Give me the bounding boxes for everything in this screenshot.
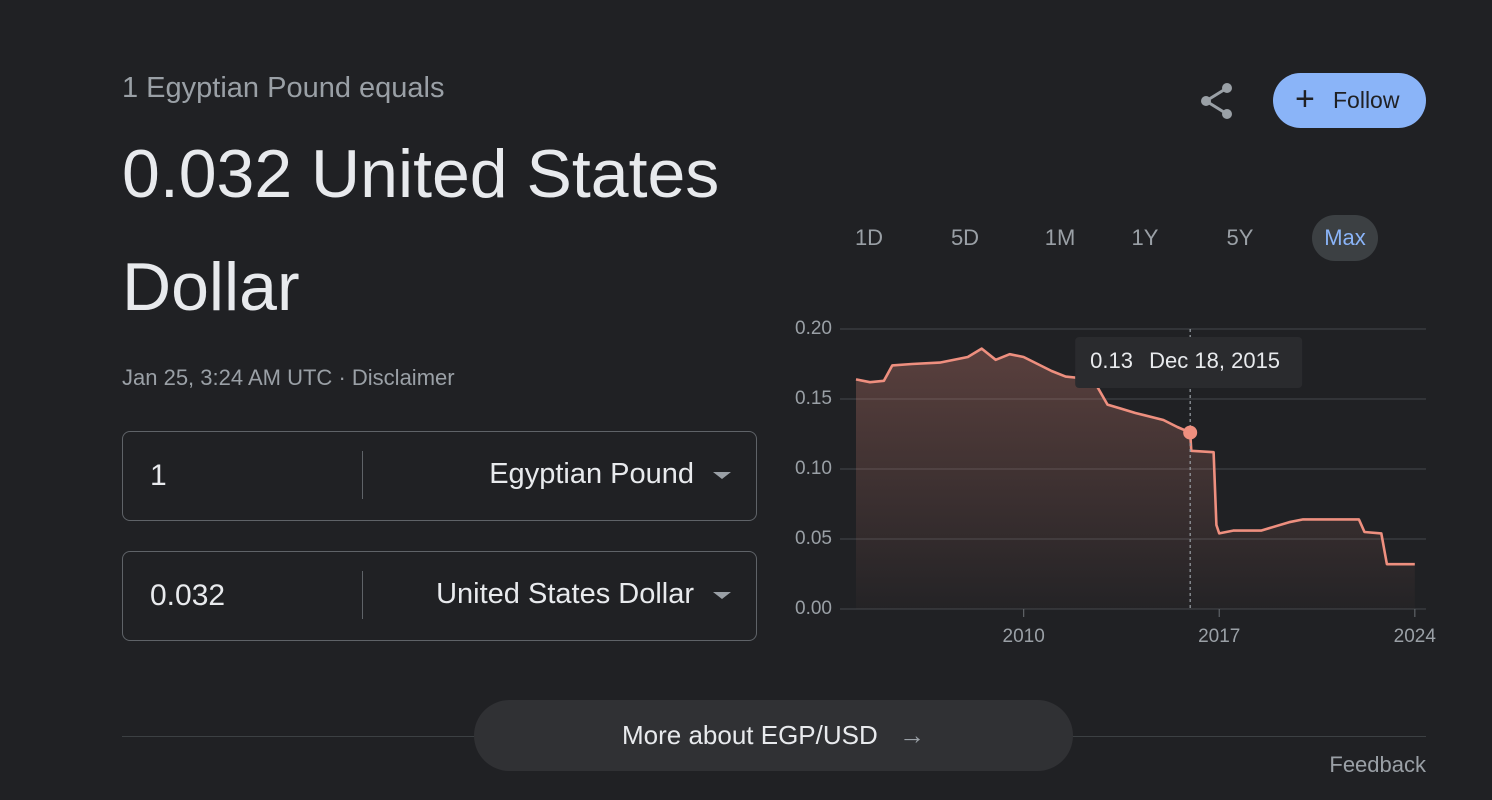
more-button[interactable]: More about EGP/USD → xyxy=(474,700,1073,771)
amount-input[interactable]: 0.032 xyxy=(150,579,226,612)
amount-input[interactable]: 1 xyxy=(150,459,167,492)
share-button[interactable] xyxy=(1196,80,1238,122)
x-tick-label: 2010 xyxy=(1003,626,1045,647)
chart: 0.00 0.05 0.10 0.15 0.20 2010 2017 2024 0.13 Dec … xyxy=(795,318,1437,647)
currency-select[interactable]: United States Dollar xyxy=(436,578,694,610)
converter-row: 1 Egyptian Pound xyxy=(122,431,757,521)
range-button[interactable]: Max xyxy=(1312,215,1378,261)
tooltip-value: 0.13 xyxy=(1090,348,1133,373)
dropdown-arrow xyxy=(713,472,731,479)
price-line xyxy=(855,347,1415,566)
follow-button[interactable]: + Follow xyxy=(1273,73,1426,128)
arrow-icon: → xyxy=(899,720,925,750)
tooltip xyxy=(1075,337,1303,388)
converter-row: 0.032 United States Dollar xyxy=(122,551,757,641)
row-divider xyxy=(362,451,363,499)
timestamp-line: Jan 25, 3:24 AM UTC · Disclaimer xyxy=(122,365,455,391)
disclaimer-link[interactable]: Disclaimer xyxy=(351,365,455,390)
separator: · xyxy=(338,365,346,390)
timestamp: Jan 25, 3:24 AM UTC xyxy=(122,365,333,390)
dropdown-arrow xyxy=(713,592,731,599)
follow-label: Follow xyxy=(1333,87,1400,113)
currency-select[interactable]: Egyptian Pound xyxy=(489,458,694,490)
row-divider xyxy=(362,571,363,619)
plus-icon: + xyxy=(1295,80,1315,118)
y-tick-label: 0.20 xyxy=(795,318,832,339)
y-tick-label: 0.10 xyxy=(795,458,832,479)
area xyxy=(856,348,1415,609)
range-button[interactable]: 1D xyxy=(854,225,884,250)
y-tick-label: 0.00 xyxy=(795,598,832,619)
y-tick-label: 0.05 xyxy=(795,528,832,549)
y-tick-label: 0.15 xyxy=(795,388,832,409)
range-button[interactable]: 1M xyxy=(1044,225,1076,250)
hover-point xyxy=(1183,425,1198,440)
range-button[interactable]: 1Y xyxy=(1131,225,1159,250)
x-tick-label: 2017 xyxy=(1198,626,1240,647)
tooltip-date: Dec 18, 2015 xyxy=(1149,348,1280,373)
conversion-result: 0.032 United States Dollar xyxy=(122,136,720,325)
range-button[interactable]: 5Y xyxy=(1226,225,1254,250)
range-button[interactable]: 5D xyxy=(950,225,980,250)
feedback-link[interactable]: Feedback xyxy=(1329,752,1426,777)
subtitle: 1 Egyptian Pound equals xyxy=(122,72,445,104)
more-label: More about EGP/USD xyxy=(621,720,878,750)
x-tick-label: 2024 xyxy=(1394,626,1437,647)
